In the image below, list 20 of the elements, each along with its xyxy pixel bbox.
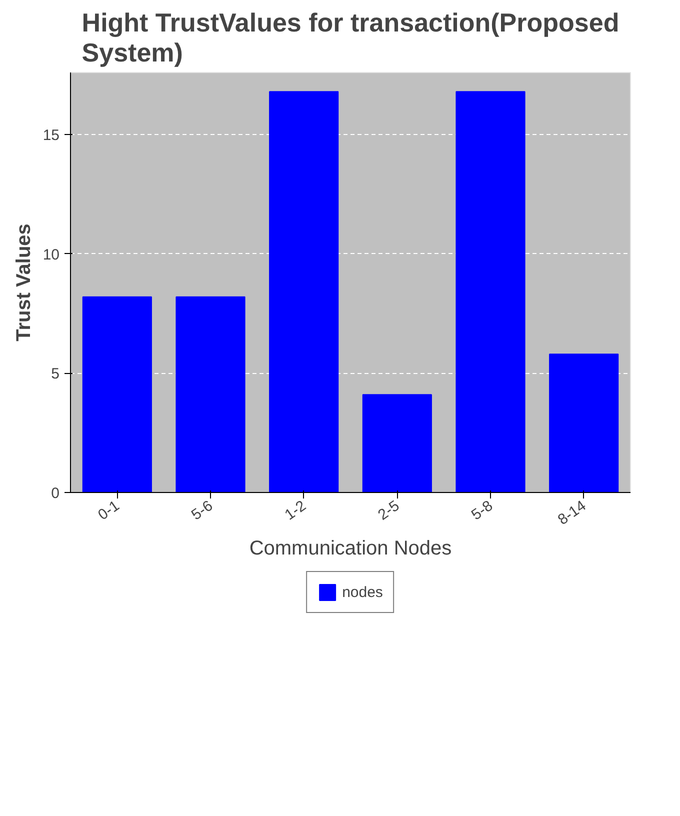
- bar: [362, 394, 432, 492]
- bar: [549, 354, 619, 492]
- x-tick-label: 2-5: [375, 497, 403, 524]
- bar: [269, 91, 339, 492]
- bar: [82, 296, 152, 492]
- x-axis-title: Communication Nodes: [249, 538, 452, 560]
- bar: [456, 91, 526, 492]
- x-tick-label: 5-6: [188, 497, 216, 524]
- y-tick-label: 0: [51, 485, 60, 502]
- chart-title: Hight TrustValues for transaction(Proposed System): [82, 8, 620, 68]
- y-tick-label: 15: [42, 127, 60, 144]
- x-tick-label: 0-1: [95, 497, 123, 524]
- y-tick-label: 10: [42, 246, 60, 264]
- x-tick-label: 5-8: [468, 497, 496, 524]
- y-axis-title: Trust Values: [12, 224, 35, 342]
- x-tick-label: 1-2: [282, 497, 310, 524]
- x-tick-label: 8-14: [554, 497, 590, 528]
- y-tick-label: 5: [51, 366, 60, 383]
- legend-label: nodes: [342, 584, 383, 600]
- bar: [176, 296, 246, 492]
